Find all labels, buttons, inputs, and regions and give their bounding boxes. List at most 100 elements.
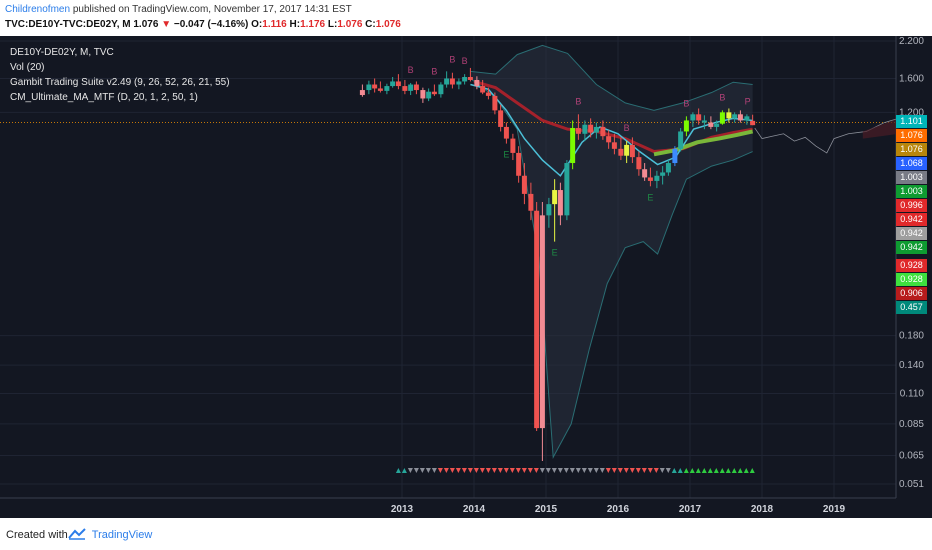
price-badge: 0.996 <box>896 199 927 212</box>
volume-signal-marker <box>677 468 683 473</box>
volume-signal-marker <box>503 468 509 473</box>
x-tick-label: 2013 <box>391 504 414 515</box>
y-tick-label: 0.065 <box>899 450 924 461</box>
price-badge: 0.928 <box>896 273 927 286</box>
chart-panel[interactable]: B B B B E E B B E B B P 2.200 1.600 1.200 0.180 0.140 0.1… <box>0 36 932 518</box>
candle-body <box>395 81 401 87</box>
signal-marker-label: E <box>647 192 653 202</box>
volume-signal-marker <box>617 468 623 473</box>
x-tick-label: 2014 <box>463 504 486 515</box>
candle-body <box>359 90 365 96</box>
tradingview-brand[interactable]: TradingView <box>91 529 153 541</box>
volume-signal-marker <box>629 468 635 473</box>
candle-body <box>534 210 540 429</box>
band-fill <box>470 45 753 458</box>
volume-signal-marker <box>419 468 425 473</box>
candle-body <box>528 193 534 211</box>
candle-body <box>420 90 426 99</box>
signal-marker-label: B <box>683 98 689 108</box>
candle-body <box>606 136 612 143</box>
published-text: published on TradingView.com, November 1… <box>70 4 352 15</box>
volume-signal-marker <box>611 468 617 473</box>
candle-body <box>582 124 588 134</box>
candle-body <box>660 172 666 176</box>
volume-signal-marker <box>455 468 461 473</box>
volume-signal-marker <box>647 468 653 473</box>
volume-signal-marker <box>521 468 527 473</box>
volume-signal-marker <box>665 468 671 473</box>
legend-cm-ultimate-ma[interactable]: CM_Ultimate_MA_MTF (D, 20, 1, 2, 50, 1) <box>10 92 198 103</box>
volume-signal-marker <box>707 468 713 473</box>
volume-signal-marker <box>515 468 521 473</box>
signal-marker-label: B <box>431 67 437 77</box>
candle-body <box>444 78 450 85</box>
candle-body <box>726 112 732 119</box>
volume-signal-marker <box>437 468 443 473</box>
volume-signal-marker <box>461 468 467 473</box>
volume-signal-marker <box>533 468 539 473</box>
price-badge: 0.942 <box>896 227 927 240</box>
candle-body <box>624 144 630 156</box>
volume-signal-marker <box>545 468 551 473</box>
candle-body <box>672 148 678 164</box>
volume-signal-marker <box>575 468 581 473</box>
candle-body <box>678 131 684 149</box>
candle-body <box>636 157 642 170</box>
candle-body <box>708 122 714 127</box>
volume-signal-marker <box>413 468 419 473</box>
volume-signal-marker <box>581 468 587 473</box>
candle-body <box>618 148 624 156</box>
bb-upper-line <box>470 44 753 111</box>
volume-signal-marker <box>563 468 569 473</box>
candle-body <box>503 126 509 139</box>
candle-body <box>557 190 563 216</box>
volume-signal-marker <box>443 468 449 473</box>
candle-body <box>438 84 444 95</box>
legend-symbol[interactable]: DE10Y-DE02Y, M, TVC <box>10 47 114 58</box>
candle-body <box>683 120 689 132</box>
volume-signal-marker <box>497 468 503 473</box>
volume-signal-marker <box>467 468 473 473</box>
volume-signal-marker <box>641 468 647 473</box>
high-label: H: <box>289 19 301 30</box>
volume-signal-marker <box>659 468 665 473</box>
signal-marker-label: P <box>745 96 751 106</box>
candle-body <box>719 112 725 124</box>
price-badge: 0.942 <box>896 241 927 254</box>
footer: Created with TradingView <box>0 518 932 550</box>
candle-body <box>467 77 473 80</box>
price-badge: 1.003 <box>896 171 927 184</box>
candle-body <box>593 126 599 133</box>
volume-signal-marker <box>719 468 725 473</box>
volume-signal-marker <box>623 468 629 473</box>
volume-signal-marker <box>449 468 455 473</box>
volume-signal-marker <box>725 468 731 473</box>
legend-volume[interactable]: Vol (20) <box>10 62 45 73</box>
candle-body <box>390 81 396 87</box>
y-tick-label: 2.200 <box>899 36 924 47</box>
candle-body <box>588 124 594 133</box>
volume-signal-marker <box>473 468 479 473</box>
candle-body <box>564 163 570 216</box>
candle-body <box>714 123 720 127</box>
close-label: C: <box>365 19 376 30</box>
volume-signal-marker <box>587 468 593 473</box>
candle-body <box>737 114 743 121</box>
volume-signal-marker <box>509 468 515 473</box>
volume-signal-marker <box>713 468 719 473</box>
volume-signal-marker <box>425 468 431 473</box>
volume-signal-marker <box>737 468 743 473</box>
candle-body <box>377 88 383 91</box>
y-tick-label: 0.140 <box>899 360 924 371</box>
x-tick-label: 2016 <box>607 504 630 515</box>
legend-gambit-suite[interactable]: Gambit Trading Suite v2.49 (9, 26, 52, 2… <box>10 77 230 88</box>
price-badge: 0.457 <box>896 301 927 314</box>
author-link[interactable]: Childrenofmen <box>5 4 71 15</box>
candle-body <box>744 116 750 121</box>
candle-body <box>431 91 437 95</box>
price-change: −0.047 (−4.16%) <box>173 19 249 30</box>
volume-signal-marker <box>689 468 695 473</box>
candle-body <box>647 177 653 181</box>
volume-signal-marker <box>401 468 407 473</box>
